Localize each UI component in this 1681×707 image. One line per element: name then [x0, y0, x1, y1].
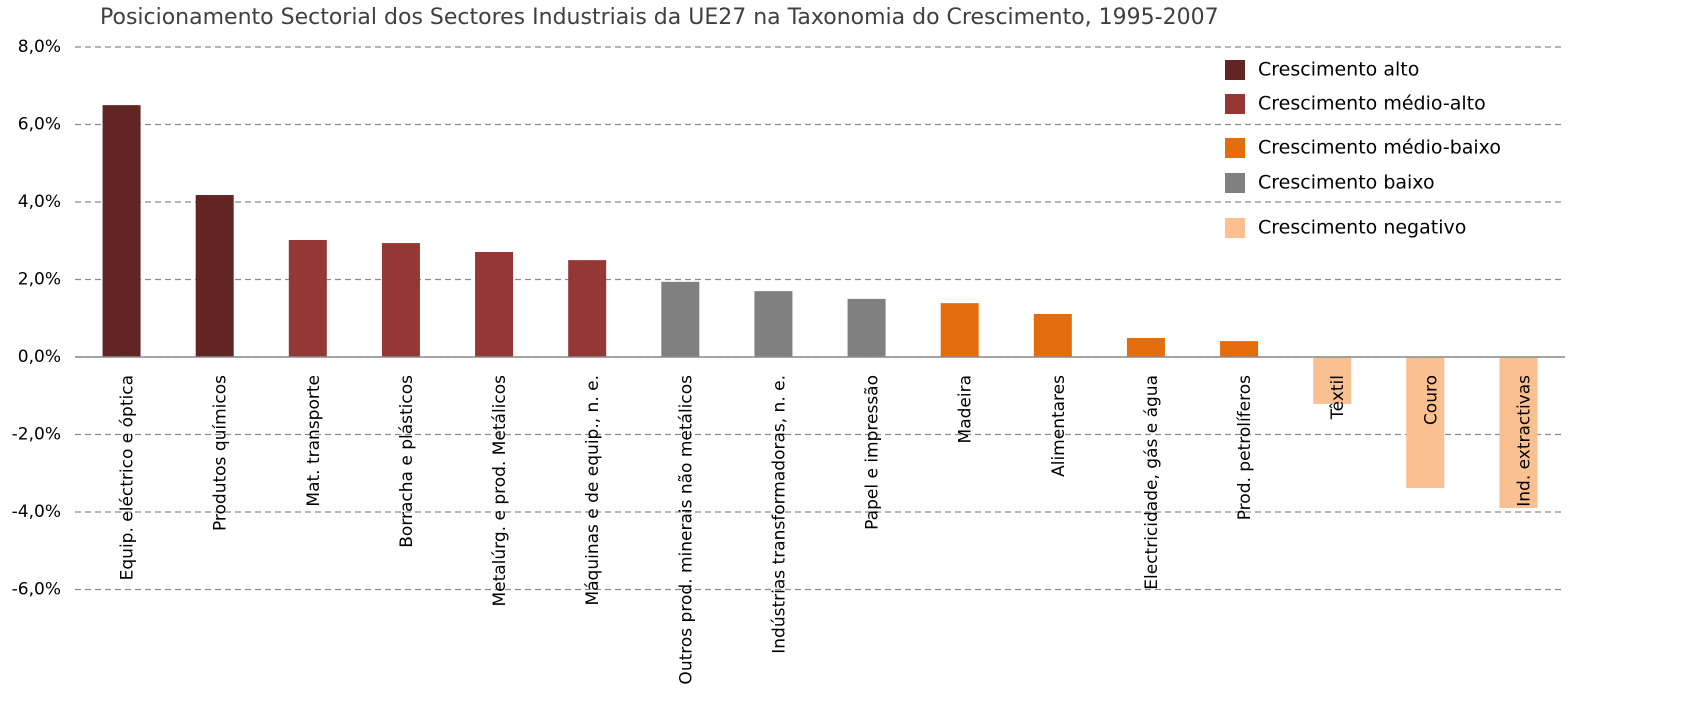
chart-title: Posicionamento Sectorial dos Sectores In… — [100, 5, 1219, 30]
y-tick-label: 0,0% — [18, 347, 61, 367]
legend-label: Crescimento negativo — [1258, 217, 1466, 239]
legend-label: Crescimento baixo — [1258, 172, 1435, 194]
bar — [1313, 357, 1352, 404]
bar — [381, 243, 420, 357]
x-tick-label: Alimentares — [1049, 375, 1069, 477]
x-tick-label: Prod. petrolíferos — [1235, 375, 1255, 520]
bar — [568, 260, 607, 357]
x-tick-label: Indústrias transformadoras, n. e. — [769, 375, 789, 654]
bar — [847, 298, 886, 357]
y-tick-label: -4,0% — [12, 502, 61, 522]
legend-swatch — [1225, 94, 1245, 114]
y-tick-label: 6,0% — [18, 115, 61, 135]
x-tick-label: Máquinas e de equip., n. e. — [583, 375, 603, 606]
y-tick-label: -2,0% — [12, 425, 61, 445]
bar — [1406, 357, 1445, 488]
bar — [661, 281, 700, 357]
legend-swatch — [1225, 138, 1245, 158]
y-tick-label: 8,0% — [18, 37, 61, 57]
x-tick-label: Madeira — [956, 375, 976, 443]
y-tick-label: 4,0% — [18, 192, 61, 212]
legend-swatch — [1225, 60, 1245, 80]
bar — [940, 303, 979, 357]
bar — [1033, 313, 1072, 357]
bar — [475, 251, 514, 357]
x-tick-label: Têxtil — [1328, 375, 1348, 420]
x-tick-label: Produtos químicos — [211, 375, 231, 531]
bar — [1220, 341, 1259, 357]
x-tick-label: Couro — [1421, 375, 1441, 425]
legend-swatch — [1225, 218, 1245, 238]
bar — [754, 291, 793, 357]
x-tick-label: Equip. eléctrico e óptica — [118, 375, 138, 580]
legend-label: Crescimento médio-alto — [1258, 93, 1486, 115]
x-tick-label: Borracha e plásticos — [397, 375, 417, 548]
bar — [102, 105, 141, 357]
legend-label: Crescimento médio-baixo — [1258, 137, 1501, 159]
legend-swatch — [1225, 173, 1245, 193]
bar — [195, 195, 234, 357]
bar — [1499, 357, 1538, 509]
x-tick-label: Outros prod. minerais não metálicos — [676, 375, 696, 685]
x-tick-label: Metalúrg. e prod. Metálicos — [490, 375, 510, 607]
bar — [288, 239, 327, 357]
x-tick-label: Ind. extractivas — [1514, 375, 1534, 507]
x-tick-label: Mat. transporte — [304, 375, 324, 507]
y-tick-label: -6,0% — [12, 580, 61, 600]
bar — [1126, 338, 1165, 357]
x-tick-label: Electricidade, gás e água — [1142, 375, 1162, 590]
legend-label: Crescimento alto — [1258, 59, 1419, 81]
y-tick-label: 2,0% — [18, 270, 61, 290]
x-tick-label: Papel e impressão — [863, 375, 883, 530]
